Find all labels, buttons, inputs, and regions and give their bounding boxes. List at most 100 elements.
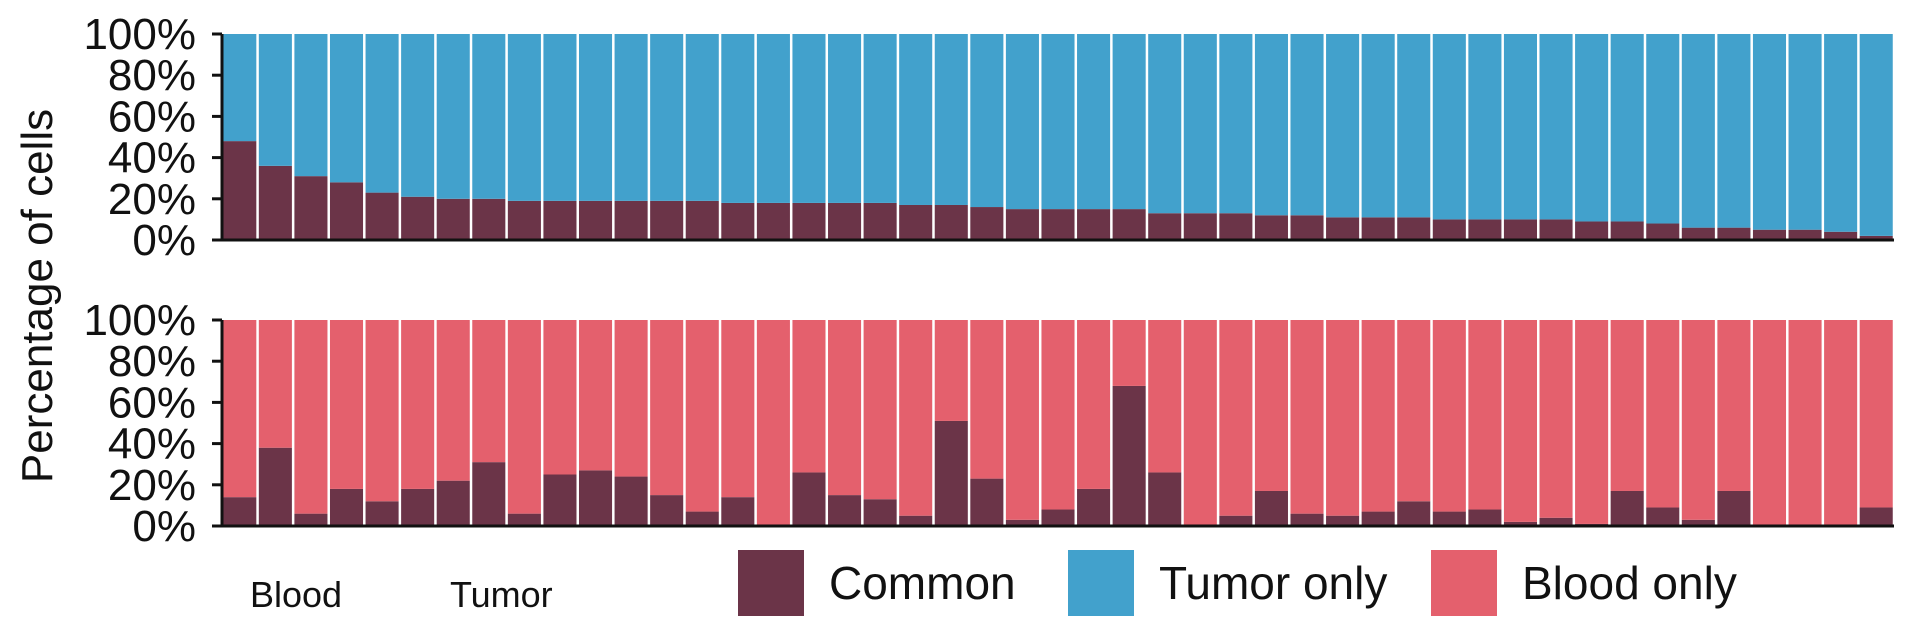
bar-segment-blood-only xyxy=(1432,320,1466,512)
bar-segment-common xyxy=(685,200,719,240)
bar-segment-common xyxy=(1077,209,1111,240)
bar-segment-blood-only xyxy=(1005,320,1039,520)
bar-segment-common xyxy=(1148,472,1182,526)
bar-segment-blood-only xyxy=(365,320,399,502)
bar-segment-tumor-only xyxy=(1183,34,1217,214)
bar-segment-blood-only xyxy=(1219,320,1253,516)
bar-segment-common xyxy=(258,447,292,526)
bar-segment-blood-only xyxy=(721,320,755,498)
bar-segment-tumor-only xyxy=(401,34,435,197)
bar-segment-blood-only xyxy=(1183,320,1217,526)
bar-segment-tumor-only xyxy=(1254,34,1288,216)
bar-segment-common xyxy=(1077,488,1111,526)
bar-segment-common xyxy=(1290,513,1324,526)
bar-segment-tumor-only xyxy=(543,34,577,201)
bar-segment-common xyxy=(223,141,257,240)
bar-segment-tumor-only xyxy=(1005,34,1039,210)
bar-segment-common xyxy=(401,196,435,240)
bar-segment-common xyxy=(756,202,790,240)
bar-segment-tumor-only xyxy=(329,34,364,183)
bar-segment-tumor-only xyxy=(1859,34,1893,236)
bar-segment-common xyxy=(365,192,399,240)
bar-segment-blood-only xyxy=(1254,320,1288,491)
bar-segment-blood-only xyxy=(294,320,328,514)
bar-segment-tumor-only xyxy=(223,34,257,142)
bar-segment-common xyxy=(1361,217,1395,240)
bar-segment-blood-only xyxy=(1397,320,1431,502)
bar-segment-common xyxy=(329,182,364,240)
bar-segment-blood-only xyxy=(650,320,684,496)
bar-segment-tumor-only xyxy=(1432,34,1466,220)
bar-segment-common xyxy=(1610,221,1644,240)
bar-segment-common xyxy=(1575,221,1609,240)
bar-segment-common xyxy=(970,478,1004,526)
bar-segment-common xyxy=(1681,519,1715,526)
bar-segment-tumor-only xyxy=(685,34,719,201)
legend-label-common: Common xyxy=(829,557,1016,609)
bar-segment-common xyxy=(507,200,541,240)
bar-segment-blood-only xyxy=(436,320,470,481)
bar-segment-common xyxy=(1361,511,1395,526)
y-tick-label: 80% xyxy=(108,337,196,386)
bar-segment-tumor-only xyxy=(258,34,292,166)
bar-segment-blood-only xyxy=(1326,320,1360,516)
bar-segment-common xyxy=(1503,521,1537,526)
bar-segment-common xyxy=(1432,219,1466,240)
bar-segment-blood-only xyxy=(401,320,435,489)
bar-segment-blood-only xyxy=(1539,320,1573,518)
bottom-panel: 0%20%40%60%80%100% xyxy=(83,296,1894,551)
bar-segment-blood-only xyxy=(472,320,506,463)
bar-segment-blood-only xyxy=(1290,320,1324,514)
bar-segment-blood-only xyxy=(863,320,897,500)
bar-segment-tumor-only xyxy=(863,34,897,203)
bar-segment-common xyxy=(899,204,933,240)
bar-segment-common xyxy=(1824,231,1858,240)
bar-segment-common xyxy=(685,511,719,526)
legend-label-blood-only: Blood only xyxy=(1522,557,1737,609)
bar-segment-common xyxy=(1468,219,1502,240)
group-label-blood: Blood xyxy=(250,574,342,615)
bar-segment-common xyxy=(1539,219,1573,240)
bar-segment-common xyxy=(543,474,577,526)
bar-segment-common xyxy=(970,207,1004,240)
bar-segment-common xyxy=(436,198,470,240)
bar-segment-blood-only xyxy=(1752,320,1787,526)
bar-segment-tumor-only xyxy=(365,34,399,193)
y-tick-label: 40% xyxy=(108,134,196,183)
bar-segment-common xyxy=(1254,490,1288,526)
bar-segment-common xyxy=(863,499,897,526)
bar-segment-common xyxy=(543,200,577,240)
bar-segment-tumor-only xyxy=(1112,34,1146,210)
bar-segment-common xyxy=(1219,515,1253,526)
bar-segment-common xyxy=(1397,501,1431,526)
group-label-tumor: Tumor xyxy=(450,574,553,615)
bar-segment-blood-only xyxy=(1503,320,1537,522)
y-tick-label: 20% xyxy=(108,175,196,224)
y-tick-label: 100% xyxy=(83,10,196,59)
bar-segment-common xyxy=(1183,213,1217,240)
bar-segment-common xyxy=(294,176,328,240)
bar-segment-common xyxy=(899,515,933,526)
bar-segment-blood-only xyxy=(1717,320,1751,491)
bar-segment-blood-only xyxy=(792,320,826,473)
bar-segment-blood-only xyxy=(1077,320,1111,489)
bar-segment-common xyxy=(1539,517,1573,526)
bar-segment-common xyxy=(1646,507,1680,526)
bar-segment-blood-only xyxy=(1041,320,1075,510)
bar-segment-blood-only xyxy=(507,320,541,514)
bar-segment-common xyxy=(1859,507,1893,526)
bar-segment-common xyxy=(721,497,755,526)
bar-segment-common xyxy=(1005,519,1039,526)
bar-segment-common xyxy=(934,204,968,240)
bar-segment-common xyxy=(1503,219,1537,240)
bar-segment-common xyxy=(1326,515,1360,526)
bar-segment-tumor-only xyxy=(1503,34,1537,220)
bar-segment-common xyxy=(1112,385,1146,526)
bar-segment-common xyxy=(863,202,897,240)
bar-segment-common xyxy=(1717,490,1751,526)
bar-segment-common xyxy=(1112,209,1146,240)
bar-segment-blood-only xyxy=(685,320,719,512)
y-axis-title: Percentage of cells xyxy=(13,109,62,483)
bar-segment-common xyxy=(1432,511,1466,526)
